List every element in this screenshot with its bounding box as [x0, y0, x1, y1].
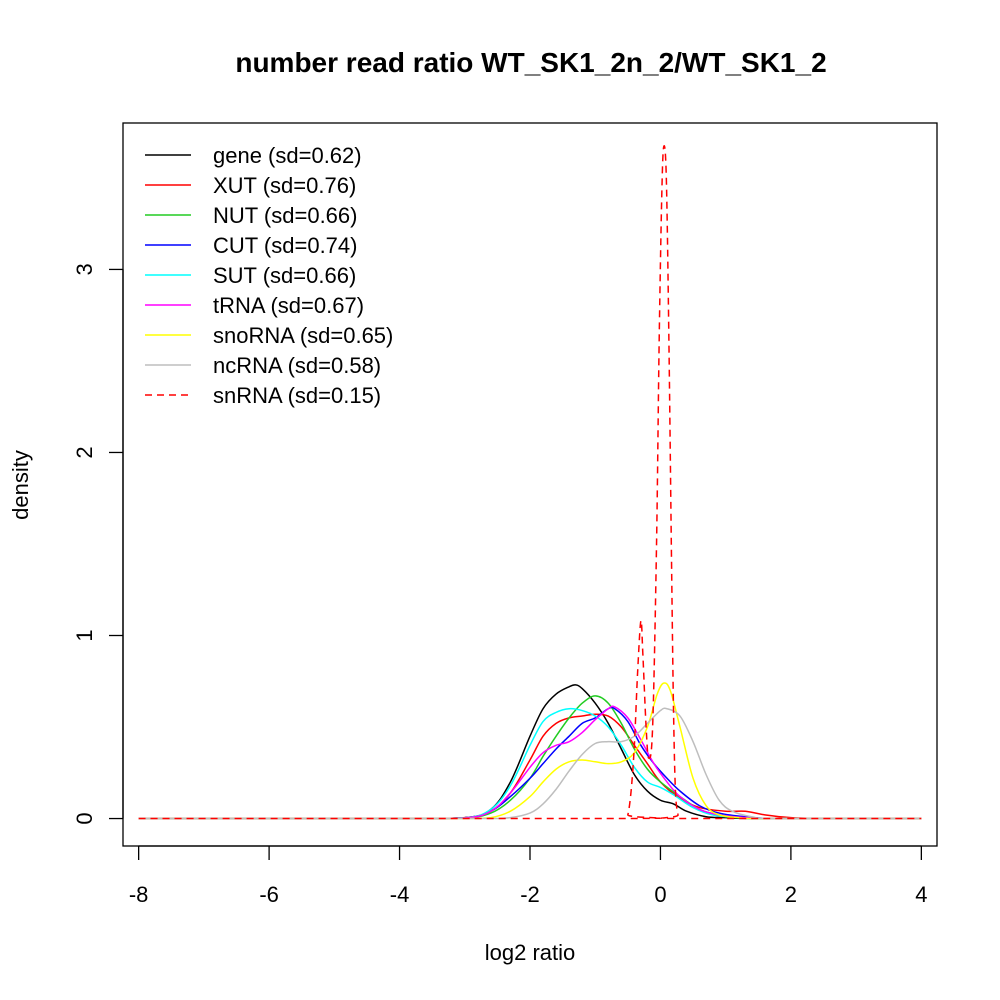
x-tick-label: -8 — [129, 882, 149, 907]
x-tick-label: 2 — [785, 882, 797, 907]
series-line-8 — [138, 145, 922, 820]
x-axis: -8 -6 -4 -2 0 2 4 — [129, 845, 927, 907]
x-axis-label: log2 ratio — [485, 940, 576, 965]
legend-entry-4: SUT (sd=0.66) — [213, 263, 356, 288]
legend-entry-0: gene (sd=0.62) — [213, 143, 362, 168]
series-line-5 — [138, 705, 922, 820]
x-tick-label: -4 — [390, 882, 410, 907]
y-tick-label: 0 — [72, 812, 97, 824]
legend-entry-6: snoRNA (sd=0.65) — [213, 323, 393, 348]
legend: gene (sd=0.62) XUT (sd=0.76) NUT (sd=0.66)… — [145, 143, 393, 408]
x-tick-label: -2 — [520, 882, 540, 907]
x-tick-label: -6 — [259, 882, 279, 907]
legend-entry-5: tRNA (sd=0.67) — [213, 293, 364, 318]
y-tick-label: 2 — [72, 446, 97, 458]
y-axis-label: density — [8, 450, 33, 520]
x-tick-label: 4 — [915, 882, 927, 907]
series-line-3 — [138, 706, 922, 820]
series-line-6 — [138, 682, 922, 820]
chart-title: number read ratio WT_SK1_2n_2/WT_SK1_2 — [235, 47, 826, 78]
y-axis: 0 1 2 3 — [72, 263, 124, 825]
legend-entry-7: ncRNA (sd=0.58) — [213, 353, 381, 378]
legend-entry-2: NUT (sd=0.66) — [213, 203, 357, 228]
legend-entry-3: CUT (sd=0.74) — [213, 233, 357, 258]
series-line-0 — [138, 684, 922, 820]
x-tick-label: 0 — [654, 882, 666, 907]
legend-entry-1: XUT (sd=0.76) — [213, 173, 356, 198]
density-curves — [138, 145, 922, 820]
y-tick-label: 1 — [72, 629, 97, 641]
y-tick-label: 3 — [72, 263, 97, 275]
series-line-7 — [138, 707, 922, 820]
legend-entry-8: snRNA (sd=0.15) — [213, 383, 381, 408]
series-line-4 — [138, 707, 922, 820]
series-line-2 — [138, 695, 922, 820]
